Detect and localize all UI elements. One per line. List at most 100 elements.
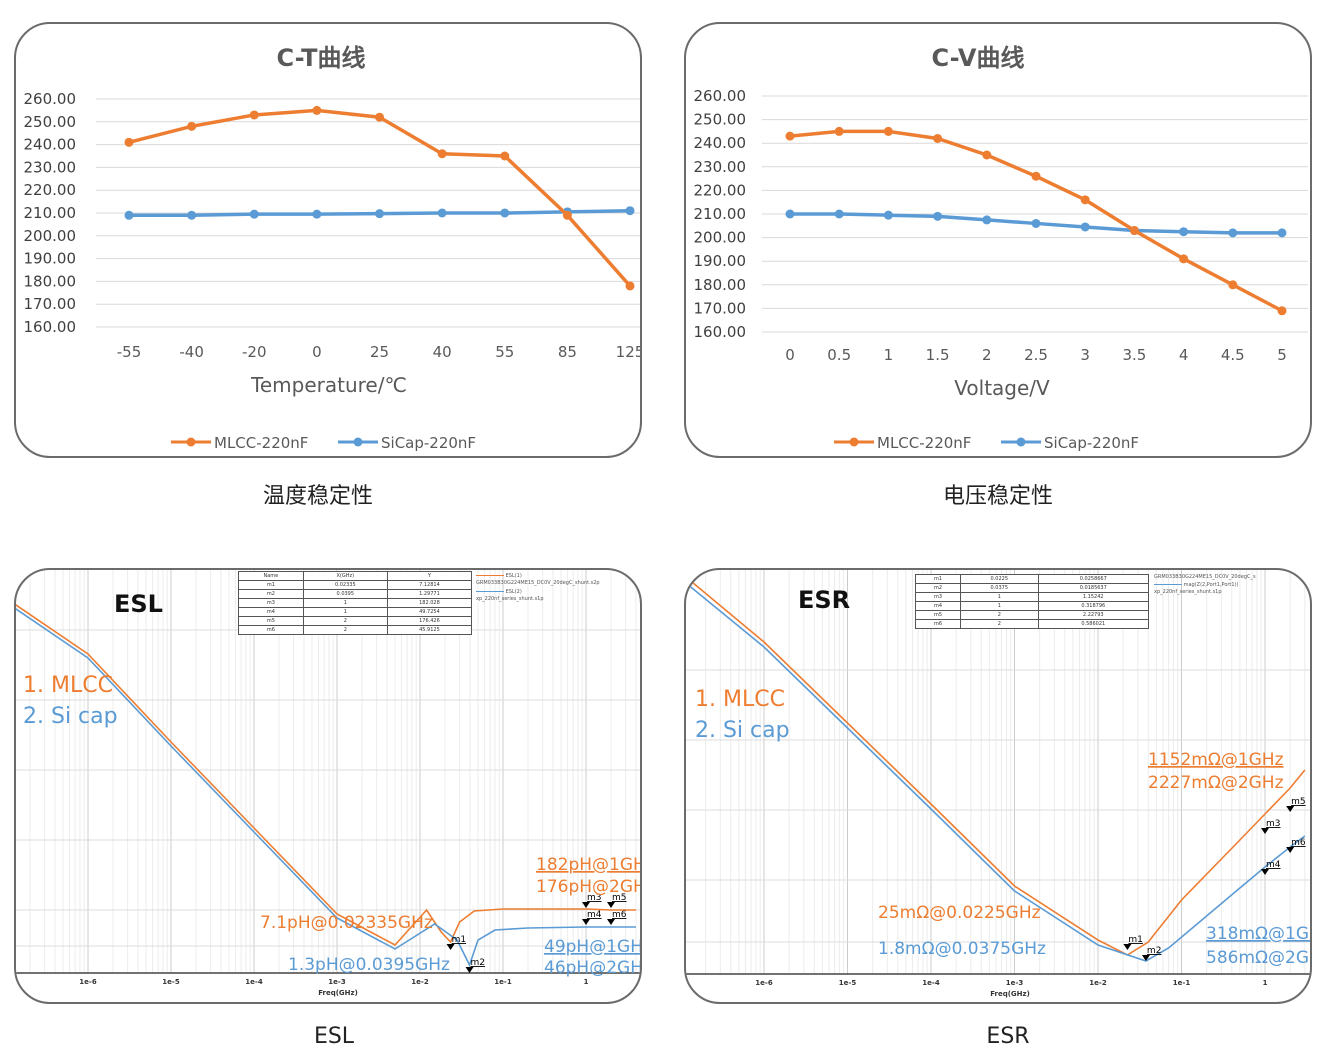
- data-point: [249, 110, 259, 120]
- x-tick-label: 1e-1: [494, 978, 512, 986]
- y-tick-label: 210.00: [694, 205, 747, 223]
- table-cell: m1: [914, 574, 962, 584]
- y-tick-label: 180.00: [24, 272, 77, 290]
- table-cell: 1: [302, 598, 388, 608]
- data-point: [625, 206, 635, 216]
- legend-label: SiCap-220nF: [381, 434, 476, 452]
- table-row: m4 1 49.7254: [238, 607, 473, 617]
- marker-label: m6: [1291, 838, 1306, 848]
- y-tick-label: 180.00: [694, 276, 747, 294]
- table-header-row: Name X(GHz) Y: [238, 571, 473, 581]
- value-annotation: 2227mΩ@2GHz: [1148, 773, 1284, 793]
- table-row: m3 1 1.15242: [914, 592, 1150, 602]
- data-point: [982, 150, 992, 160]
- data-point: [1179, 254, 1189, 264]
- table-cell: m3: [914, 592, 962, 602]
- marker-triangle: [606, 919, 615, 925]
- value-annotation: 1.8mΩ@0.0375GHz: [878, 939, 1046, 959]
- x-tick-label: 85: [558, 343, 577, 361]
- value-annotation: 586mΩ@2GHz: [1206, 948, 1312, 968]
- table-cell: 1: [960, 592, 1039, 602]
- data-point: [375, 112, 384, 122]
- y-tick-label: 230.00: [694, 158, 747, 176]
- ct-chart: C-T曲线 260.00 250.00 240.00 230.00 220.00 210.0…: [24, 44, 640, 452]
- esr-marker-table: m1 0.0225 0.0258667 m2 0.0375 0.0185637 m3 1 1.1…: [914, 574, 1150, 629]
- table-cell: m3: [238, 598, 304, 608]
- value-annotation: 1.3pH@0.0395GHz: [288, 955, 450, 975]
- y-tick-label: 160.00: [24, 318, 77, 336]
- marker-label: m2: [1147, 946, 1162, 956]
- table-cell: 0.318796: [1037, 601, 1150, 611]
- marker-label: m3: [1266, 819, 1281, 829]
- value-annotation: 318mΩ@1GHz: [1206, 924, 1312, 944]
- x-axis-label: Temperature/℃: [250, 373, 407, 397]
- table-cell: 2: [960, 619, 1039, 629]
- table-cell: 0.586021: [1037, 619, 1150, 629]
- marker-triangle: [1286, 806, 1295, 812]
- data-point: [187, 210, 197, 220]
- y-tick-label: 190.00: [24, 250, 77, 268]
- x-tick-label: 1.5: [926, 346, 950, 364]
- data-point: [625, 281, 635, 291]
- table-cell: 0.0225: [960, 574, 1039, 584]
- table-cell: m5: [238, 616, 304, 626]
- marker-triangle: [582, 919, 590, 925]
- x-tick-label: 4: [1179, 346, 1189, 364]
- table-cell: m4: [238, 607, 304, 617]
- value-annotation: 49pH@1GHz: [544, 937, 642, 957]
- marker-triangle: [1141, 955, 1150, 961]
- table-cell: m6: [914, 619, 962, 629]
- data-point: [249, 209, 259, 219]
- data-point: [785, 209, 795, 219]
- x-tick-label: 0.5: [827, 346, 851, 364]
- legend-sicap: 2. Si cap: [695, 718, 790, 743]
- marker-label: m3: [587, 893, 602, 903]
- y-tick-label: 200.00: [24, 227, 77, 245]
- esl-chart-panel: 1e-6 1e-5 1e-4 1e-3 1e-2 1e-1 1 Freq(GHz) m1 m2 m3…: [14, 568, 642, 1004]
- x-tick-label: 1e-3: [1006, 979, 1024, 987]
- table-cell: 1.29771: [386, 589, 473, 599]
- data-point: [437, 208, 447, 218]
- marker-label: m1: [452, 935, 467, 945]
- marker-triangle: [1286, 847, 1295, 853]
- value-annotation: 25mΩ@0.0225GHz: [878, 903, 1041, 923]
- marker-triangle: [606, 902, 615, 908]
- table-cell: 0.0185637: [1037, 583, 1150, 593]
- x-tick-label: 1e-4: [922, 979, 940, 987]
- legend-mlcc: 1. MLCC: [23, 673, 113, 698]
- esl-chart: 1e-6 1e-5 1e-4 1e-3 1e-2 1e-1 1Freq(GHz)m1m2m3…: [16, 570, 642, 997]
- table-cell: 2: [302, 616, 388, 626]
- x-tick-label: 1e-6: [79, 978, 97, 986]
- marker-label: m4: [587, 910, 602, 920]
- table-cell: 49.7254: [386, 607, 473, 617]
- data-point: [1179, 227, 1189, 237]
- x-tick-label: 0: [785, 346, 795, 364]
- series-curve-sicap: [686, 583, 1306, 962]
- marker-label: m1: [1128, 935, 1143, 945]
- value-annotation: 7.1pH@0.02335GHz: [260, 913, 433, 933]
- table-row: m2 0.0395 1.29771: [238, 589, 473, 599]
- data-point: [1080, 222, 1090, 232]
- table-cell: 0.0375: [960, 583, 1039, 593]
- data-point: [375, 209, 384, 219]
- esr-series-note-1: GRM033B30G224ME15_DC0V_20degC_s: [1154, 574, 1256, 580]
- marker-triangle: [1123, 944, 1132, 950]
- x-tick-label: -20: [242, 343, 267, 361]
- x-tick-label: 25: [370, 343, 389, 361]
- table-cell: 2.22793: [1037, 610, 1150, 620]
- table-cell: 1: [302, 607, 388, 617]
- chart-title: ESL: [114, 590, 163, 618]
- marker-label: m5: [1291, 797, 1306, 807]
- table-header-cell: Y: [386, 571, 473, 581]
- x-tick-label: 1e-1: [1173, 979, 1191, 987]
- table-cell: 1: [960, 601, 1039, 611]
- x-tick-label: 1: [1263, 979, 1268, 987]
- x-tick-label: 2: [982, 346, 992, 364]
- esl-series-note-1: ESL(1) GRM033B30G224ME15_DC0V_20degC_shu…: [476, 573, 600, 586]
- x-tick-label: 55: [495, 343, 514, 361]
- x-axis-label: Voltage/V: [954, 376, 1050, 400]
- x-tick-label: 1e-4: [245, 978, 263, 986]
- table-row: m5 2 176.426: [238, 616, 473, 626]
- esr-series-note-2: mag(Z(2,Port1,Port1)) xp_220nf_series_sh…: [1154, 582, 1239, 595]
